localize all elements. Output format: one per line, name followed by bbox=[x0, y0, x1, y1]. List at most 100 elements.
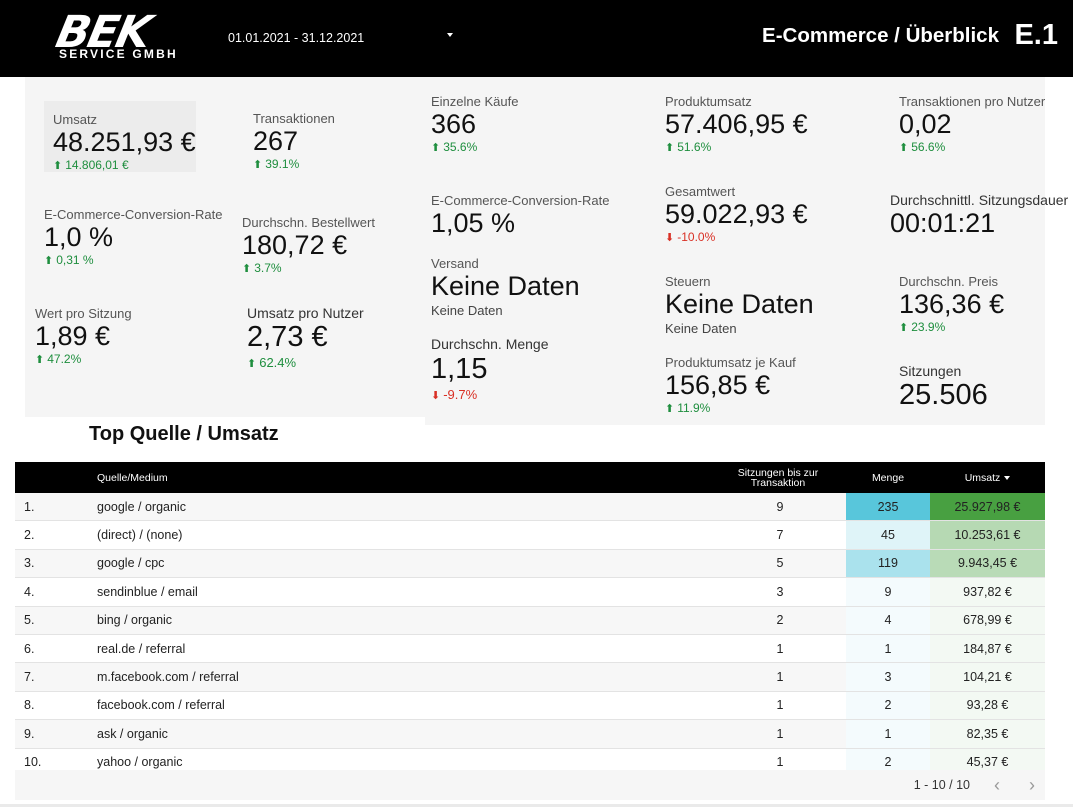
kpi-umsatz-pro-nutzer: Umsatz pro Nutzer 2,73 € ⬆ 62.4% bbox=[247, 306, 364, 372]
row-revenue: 25.927,98 € bbox=[930, 493, 1045, 521]
kpi-value: 2,73 € bbox=[247, 321, 328, 353]
kpi-value: 0,02 bbox=[899, 109, 952, 139]
kpi-delta: ⬆ 47.2% bbox=[35, 352, 132, 368]
delta-value: 35.6% bbox=[443, 140, 478, 154]
kpi-einzelne-kaeufe: Einzelne Käufe 366 ⬆ 35.6% bbox=[431, 94, 518, 156]
section-title-bar bbox=[15, 418, 360, 422]
delta-value: -10.0% bbox=[677, 230, 716, 244]
table-body: 1. google / organic 9 235 25.927,98 €2. (dire… bbox=[15, 493, 1045, 777]
chevron-right-icon[interactable]: › bbox=[1029, 775, 1035, 795]
kpi-value: 1,0 % bbox=[44, 222, 114, 252]
kpi-umsatz: Umsatz 48.251,93 € ⬆ 14.806,01 € bbox=[53, 112, 196, 174]
kpi-label: Sitzungen bbox=[899, 363, 962, 379]
row-source: ask / organic bbox=[97, 726, 168, 741]
table-row[interactable]: 8. facebook.com / referral 1 2 93,28 € bbox=[15, 691, 1045, 721]
chevron-left-icon[interactable]: ‹ bbox=[994, 775, 1000, 795]
row-qty: 1 bbox=[846, 720, 930, 748]
kpi-label: Wert pro Sitzung bbox=[35, 306, 132, 321]
kpi-label: Durchschnittl. Sitzungsdauer bbox=[890, 192, 1069, 208]
arrow-up-icon: ⬆ bbox=[253, 159, 263, 171]
table-row[interactable]: 2. (direct) / (none) 7 45 10.253,61 € bbox=[15, 521, 1045, 550]
row-rank: 4. bbox=[24, 584, 35, 599]
sort-desc-icon[interactable] bbox=[1004, 475, 1011, 480]
kpi-value: 59.022,93 € bbox=[665, 199, 808, 229]
arrow-down-icon: ⬇ bbox=[665, 232, 675, 244]
row-qty: 235 bbox=[846, 493, 930, 521]
row-qty: 45 bbox=[846, 521, 930, 549]
row-revenue: 93,28 € bbox=[930, 691, 1045, 720]
kpi-delta: ⬆ 62.4% bbox=[247, 355, 364, 372]
column-header-source[interactable]: Quelle/Medium bbox=[97, 471, 168, 484]
column-header-sessions[interactable]: Sitzungen bis zur Transaktion bbox=[737, 466, 819, 489]
row-sessions: 1 bbox=[776, 698, 784, 713]
kpi-value: Keine Daten bbox=[665, 289, 814, 319]
kpi-value: 25.506 bbox=[899, 379, 988, 411]
caret-down-icon[interactable] bbox=[447, 33, 453, 37]
table-row[interactable]: 9. ask / organic 1 1 82,35 € bbox=[15, 720, 1045, 749]
row-source: facebook.com / referral bbox=[97, 698, 225, 713]
kpi-label: E-Commerce-Conversion-Rate bbox=[431, 193, 610, 208]
delta-value: 56.6% bbox=[911, 140, 946, 154]
kpi-sitzungsdauer: Durchschnittl. Sitzungsdauer 00:01:21 bbox=[890, 192, 1069, 239]
row-qty: 9 bbox=[846, 578, 930, 606]
column-header-revenue[interactable]: Umsatz bbox=[930, 462, 1045, 493]
table-row[interactable]: 6. real.de / referral 1 1 184,87 € bbox=[15, 634, 1045, 664]
delta-value: 0,31 % bbox=[56, 253, 94, 267]
row-revenue: 82,35 € bbox=[930, 720, 1045, 748]
kpi-produktumsatz: Produktumsatz 57.406,95 € ⬆ 51.6% bbox=[665, 94, 808, 156]
row-source: yahoo / organic bbox=[97, 755, 183, 770]
row-qty: 119 bbox=[846, 549, 930, 578]
row-revenue: 10.253,61 € bbox=[930, 521, 1045, 549]
row-qty: 4 bbox=[846, 606, 930, 634]
bottom-divider bbox=[0, 804, 1073, 807]
arrow-up-icon: ⬆ bbox=[431, 142, 441, 154]
kpi-subtext: Keine Daten bbox=[431, 303, 503, 318]
row-sessions: 1 bbox=[776, 641, 784, 656]
kpi-delta: ⬆ 11.9% bbox=[665, 401, 796, 417]
kpi-value: 267 bbox=[253, 126, 299, 156]
row-source: bing / organic bbox=[97, 613, 173, 628]
delta-value: 23.9% bbox=[911, 320, 946, 334]
kpi-label: Steuern bbox=[665, 274, 711, 289]
kpi-delta: ⬆ 0,31 % bbox=[44, 253, 222, 269]
row-source: m.facebook.com / referral bbox=[97, 670, 239, 685]
table-header: Quelle/Medium Sitzungen bis zur Transakt… bbox=[15, 462, 1045, 493]
row-sessions: 7 bbox=[776, 528, 784, 543]
row-revenue: 937,82 € bbox=[930, 578, 1045, 606]
row-source: google / cpc bbox=[97, 556, 165, 571]
date-range-picker[interactable]: 01.01.2021 - 31.12.2021 bbox=[228, 31, 365, 45]
column-header-qty[interactable]: Menge bbox=[871, 471, 905, 484]
table-row[interactable]: 4. sendinblue / email 3 9 937,82 € bbox=[15, 578, 1045, 607]
kpi-sitzungen: Sitzungen 25.506 bbox=[899, 363, 988, 412]
table-row[interactable]: 1. google / organic 9 235 25.927,98 € bbox=[15, 493, 1045, 522]
kpi-label: Versand bbox=[431, 256, 479, 271]
delta-value: 62.4% bbox=[259, 355, 297, 370]
kpi-label: Gesamtwert bbox=[665, 184, 736, 199]
delta-value: 11.9% bbox=[677, 401, 711, 415]
kpi-value: 156,85 € bbox=[665, 370, 771, 400]
row-revenue: 184,87 € bbox=[930, 634, 1045, 663]
kpi-delta: ⬆ 51.6% bbox=[665, 140, 808, 156]
table-row[interactable]: 7. m.facebook.com / referral 1 3 104,21 € bbox=[15, 663, 1045, 692]
row-rank: 6. bbox=[24, 641, 35, 656]
arrow-up-icon: ⬆ bbox=[247, 358, 257, 370]
kpi-transaktionen: Transaktionen 267 ⬆ 39.1% bbox=[253, 111, 335, 173]
table-row[interactable]: 3. google / cpc 5 119 9.943,45 € bbox=[15, 549, 1045, 579]
delta-value: 47.2% bbox=[47, 352, 82, 366]
column-header-revenue-label: Umsatz bbox=[964, 471, 1001, 484]
row-qty: 2 bbox=[846, 691, 930, 720]
kpi-subtext: Keine Daten bbox=[665, 321, 737, 336]
kpi-wert-pro-sitzung: Wert pro Sitzung 1,89 € ⬆ 47.2% bbox=[35, 306, 132, 368]
source-revenue-table: Quelle/Medium Sitzungen bis zur Transakt… bbox=[15, 462, 1045, 777]
kpi-label: Durchschn. Preis bbox=[899, 274, 998, 289]
row-source: sendinblue / email bbox=[97, 584, 198, 599]
kpi-versand: Versand Keine Daten Keine Daten bbox=[431, 256, 580, 319]
kpi-gesamtwert: Gesamtwert 59.022,93 € ⬇ -10.0% bbox=[665, 184, 808, 246]
row-sessions: 1 bbox=[776, 670, 784, 685]
kpi-label: Umsatz pro Nutzer bbox=[247, 305, 364, 321]
kpi-transaktionen-pro-nutzer: Transaktionen pro Nutzer 0,02 ⬆ 56.6% bbox=[899, 94, 1045, 156]
delta-value: 3.7% bbox=[254, 261, 282, 275]
delta-value: 51.6% bbox=[677, 140, 712, 154]
kpi-produktumsatz-je-kauf: Produktumsatz je Kauf 156,85 € ⬆ 11.9% bbox=[665, 355, 796, 417]
table-row[interactable]: 5. bing / organic 2 4 678,99 € bbox=[15, 606, 1045, 635]
